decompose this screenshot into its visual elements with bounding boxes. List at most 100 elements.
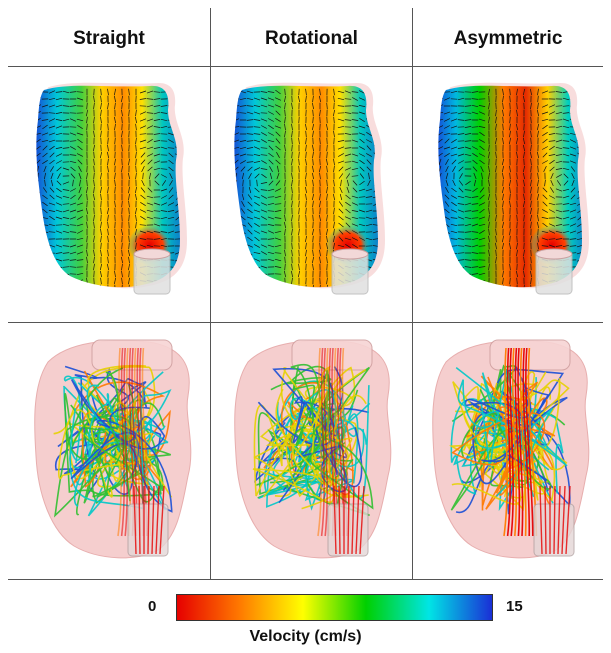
velocity-arrow	[41, 139, 49, 143]
velocity-arrow	[438, 243, 443, 249]
velocity-arrow	[261, 132, 267, 136]
velocity-arrow	[480, 165, 484, 173]
velocity-arrow	[569, 216, 577, 220]
velocity-arrow	[548, 238, 556, 240]
velocity-arrow	[239, 286, 247, 288]
velocity-arrow	[450, 273, 458, 275]
velocity-arrow	[269, 172, 273, 180]
velocity-arrow	[247, 201, 253, 207]
velocity-arrow	[333, 221, 335, 229]
velocity-arrow	[576, 286, 583, 288]
velocity-arrow	[381, 104, 385, 109]
velocity-arrow	[555, 91, 563, 93]
velocity-arrow	[562, 97, 570, 101]
velocity-arrow	[569, 139, 577, 143]
velocity-arrow	[62, 280, 70, 282]
velocity-arrow	[464, 133, 472, 135]
velocity-arrow	[169, 172, 173, 180]
outflow-streamline	[138, 485, 141, 555]
velocity-arrow	[312, 116, 314, 124]
velocity-arrow	[161, 195, 167, 199]
velocity-arrow	[100, 263, 102, 271]
velocity-arrow	[114, 179, 116, 187]
velocity-arrow	[55, 147, 63, 149]
velocity-arrow	[457, 252, 465, 254]
velocity-arrow	[240, 215, 246, 221]
velocity-arrow	[234, 90, 240, 94]
velocity-arrow	[464, 216, 472, 220]
velocity-arrow	[284, 123, 286, 131]
velocity-arrow	[234, 132, 240, 136]
velocity-arrow	[305, 235, 307, 243]
column-title-asymmetric: Asymmetric	[453, 28, 563, 49]
velocity-arrow	[530, 186, 532, 194]
velocity-arrow	[86, 186, 88, 194]
velocity-arrow	[471, 98, 479, 100]
velocity-arrow	[562, 230, 570, 234]
velocity-arrow	[167, 230, 175, 234]
velocity-arrow	[48, 210, 56, 212]
velocity-arrow	[495, 228, 497, 236]
velocity-arrow	[240, 271, 246, 277]
velocity-arrow	[140, 202, 146, 206]
velocity-arrow	[345, 222, 351, 228]
velocity-arrow	[261, 288, 267, 289]
velocity-arrow	[488, 193, 490, 201]
velocity-arrow	[352, 187, 358, 193]
velocity-arrow	[471, 126, 479, 128]
velocity-arrow	[298, 158, 300, 166]
velocity-arrow	[523, 144, 525, 152]
velocity-arrow	[464, 146, 472, 150]
velocity-arrow	[160, 105, 168, 107]
velocity-arrow	[457, 153, 465, 157]
velocity-arrow	[153, 126, 161, 128]
velocity-arrow	[253, 139, 261, 143]
velocity-arrow	[502, 193, 504, 201]
velocity-arrow	[298, 95, 300, 103]
velocity-arrow	[495, 200, 497, 208]
velocity-arrow	[291, 284, 293, 288]
velocity-arrow	[555, 209, 563, 213]
velocity-arrow	[530, 144, 532, 152]
velocity-arrow	[502, 109, 504, 117]
velocity-arrow	[478, 153, 486, 157]
velocity-arrow	[42, 288, 48, 289]
velocity-arrow	[471, 252, 479, 254]
velocity-arrow	[478, 216, 486, 220]
colorbar-title: Velocity (cm/s)	[249, 628, 362, 645]
velocity-arrow	[333, 179, 335, 187]
velocity-arrow	[234, 207, 238, 215]
velocity-arrow	[541, 111, 549, 115]
velocity-arrow	[495, 193, 497, 201]
velocity-arrow	[284, 144, 286, 152]
streamline	[270, 363, 345, 484]
velocity-arrow	[488, 179, 490, 187]
velocity-arrow	[358, 97, 366, 101]
velocity-arrow	[450, 118, 458, 122]
velocity-arrow	[291, 228, 293, 236]
velocity-arrow	[36, 208, 41, 214]
velocity-arrow	[160, 168, 168, 170]
velocity-arrow	[153, 153, 161, 157]
velocity-arrow	[182, 279, 188, 282]
velocity-arrow	[438, 146, 444, 150]
velocity-arrow	[319, 137, 321, 145]
velocity-field-asymmetric	[432, 80, 602, 302]
velocity-arrow	[139, 244, 147, 248]
velocity-arrow	[548, 133, 556, 135]
velocity-arrow	[576, 251, 583, 255]
velocity-arrow	[135, 235, 137, 243]
velocity-arrow	[36, 286, 42, 288]
velocity-arrow	[502, 284, 504, 288]
velocity-arrow	[569, 202, 577, 206]
velocity-arrow	[326, 102, 328, 110]
velocity-arrow	[240, 166, 246, 172]
velocity-arrow	[36, 251, 42, 255]
velocity-arrow	[62, 217, 70, 219]
velocity-arrow	[380, 90, 385, 94]
velocity-arrow	[284, 214, 286, 222]
velocity-arrow	[135, 172, 137, 180]
velocity-arrow	[445, 187, 449, 193]
velocity-arrow	[69, 132, 77, 136]
